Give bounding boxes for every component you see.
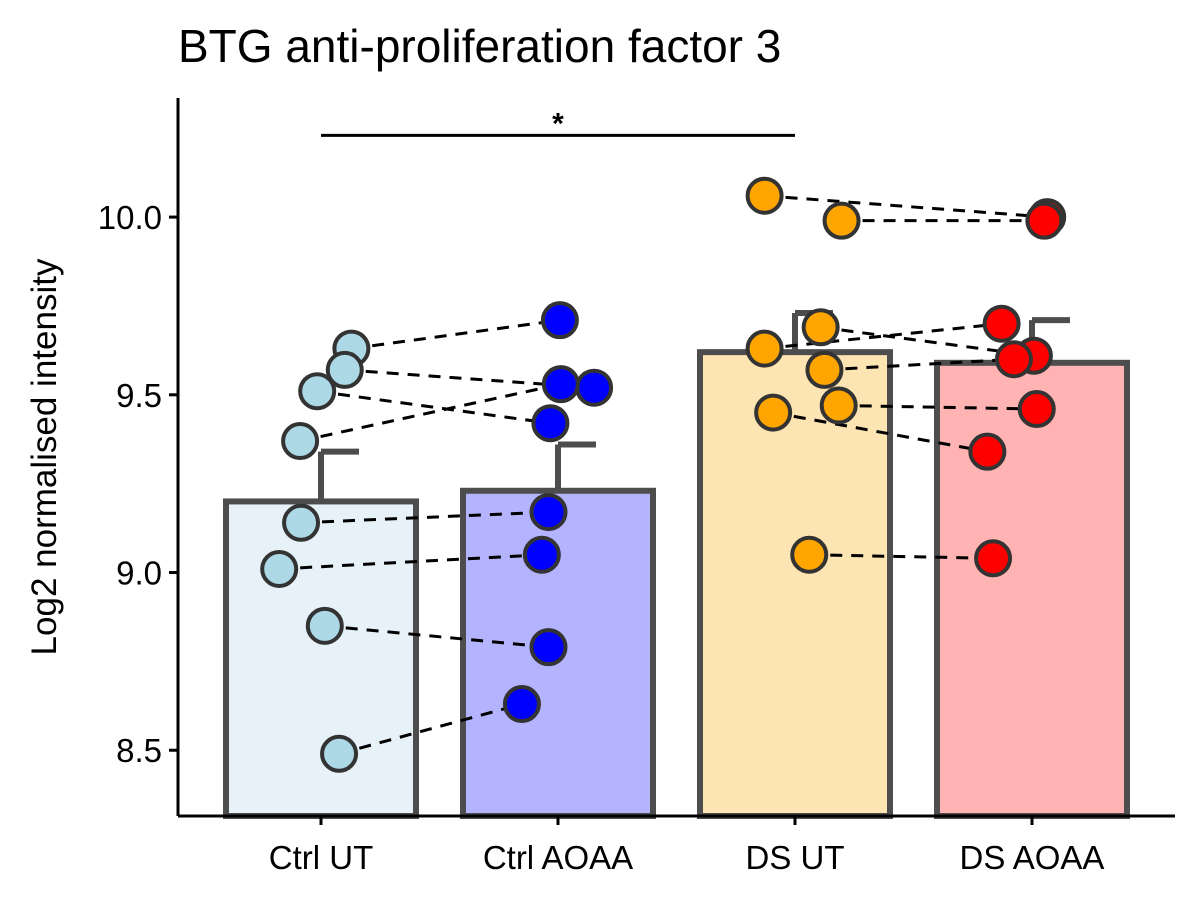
point-3-6 [819, 386, 858, 425]
point-2-3 [541, 365, 580, 404]
pair-line-4 [299, 382, 562, 443]
point-1-8 [320, 734, 359, 773]
pair-line-9 [764, 194, 1048, 219]
point-3-5 [805, 350, 844, 389]
pair-line-8 [338, 702, 523, 756]
point-4-5 [994, 340, 1033, 379]
point-3-1 [745, 176, 784, 215]
pair-line-13 [824, 357, 1015, 372]
pair-line-7 [324, 624, 549, 649]
pair-line-16 [809, 553, 994, 560]
pair-line-1 [351, 318, 561, 351]
pair-line-15 [772, 411, 988, 454]
point-2-6 [522, 535, 561, 574]
points-layer [260, 176, 1067, 773]
y-tick-label-2: 9.0 [116, 555, 162, 592]
point-1-6 [260, 549, 299, 588]
category-label-2: Ctrl AOAA [483, 839, 633, 876]
point-1-4 [281, 422, 320, 461]
pair-line-6 [279, 553, 542, 571]
point-4-2 [1025, 201, 1064, 240]
axes-layer: 8.5 9.0 9.5 10.0 Ctrl UT Ctrl AOAA DS UT DS AOA… [98, 98, 1175, 876]
category-label-4: DS AOAA [960, 839, 1105, 876]
point-3-7 [754, 393, 793, 432]
point-4-7 [968, 432, 1007, 471]
y-tick-label-4: 10.0 [98, 199, 162, 236]
point-4-8 [974, 539, 1013, 578]
point-1-5 [282, 503, 321, 542]
point-2-5 [529, 493, 568, 532]
point-1-3 [298, 372, 337, 411]
point-2-8 [502, 685, 541, 724]
y-axis-label: Log2 normalised intensity [25, 258, 64, 655]
point-2-4 [531, 404, 570, 443]
bar-3 [697, 349, 893, 819]
paired-lines-layer [279, 194, 1048, 756]
point-2-2 [575, 368, 614, 407]
category-label-1: Ctrl UT [269, 839, 373, 876]
point-1-7 [305, 606, 344, 645]
point-2-7 [529, 628, 568, 667]
chart-title: BTG anti-proliferation factor 3 [178, 20, 781, 72]
y-tick-label-3: 9.5 [116, 377, 162, 414]
significance-layer: * [321, 107, 795, 140]
point-3-3 [801, 308, 840, 347]
point-3-2 [822, 201, 861, 240]
point-3-4 [745, 329, 784, 368]
point-4-6 [1017, 390, 1056, 429]
category-label-3: DS UT [746, 839, 845, 876]
pair-line-3 [316, 389, 551, 425]
point-4-3 [982, 304, 1021, 343]
point-3-8 [790, 535, 829, 574]
point-1-2 [325, 350, 364, 389]
bar-1 [223, 498, 419, 819]
y-tick-label-1: 8.5 [116, 732, 162, 769]
bar-4 [934, 359, 1130, 819]
point-2-1 [540, 301, 579, 340]
pair-line-12 [764, 322, 1002, 351]
significance-label-1: * [552, 107, 564, 140]
